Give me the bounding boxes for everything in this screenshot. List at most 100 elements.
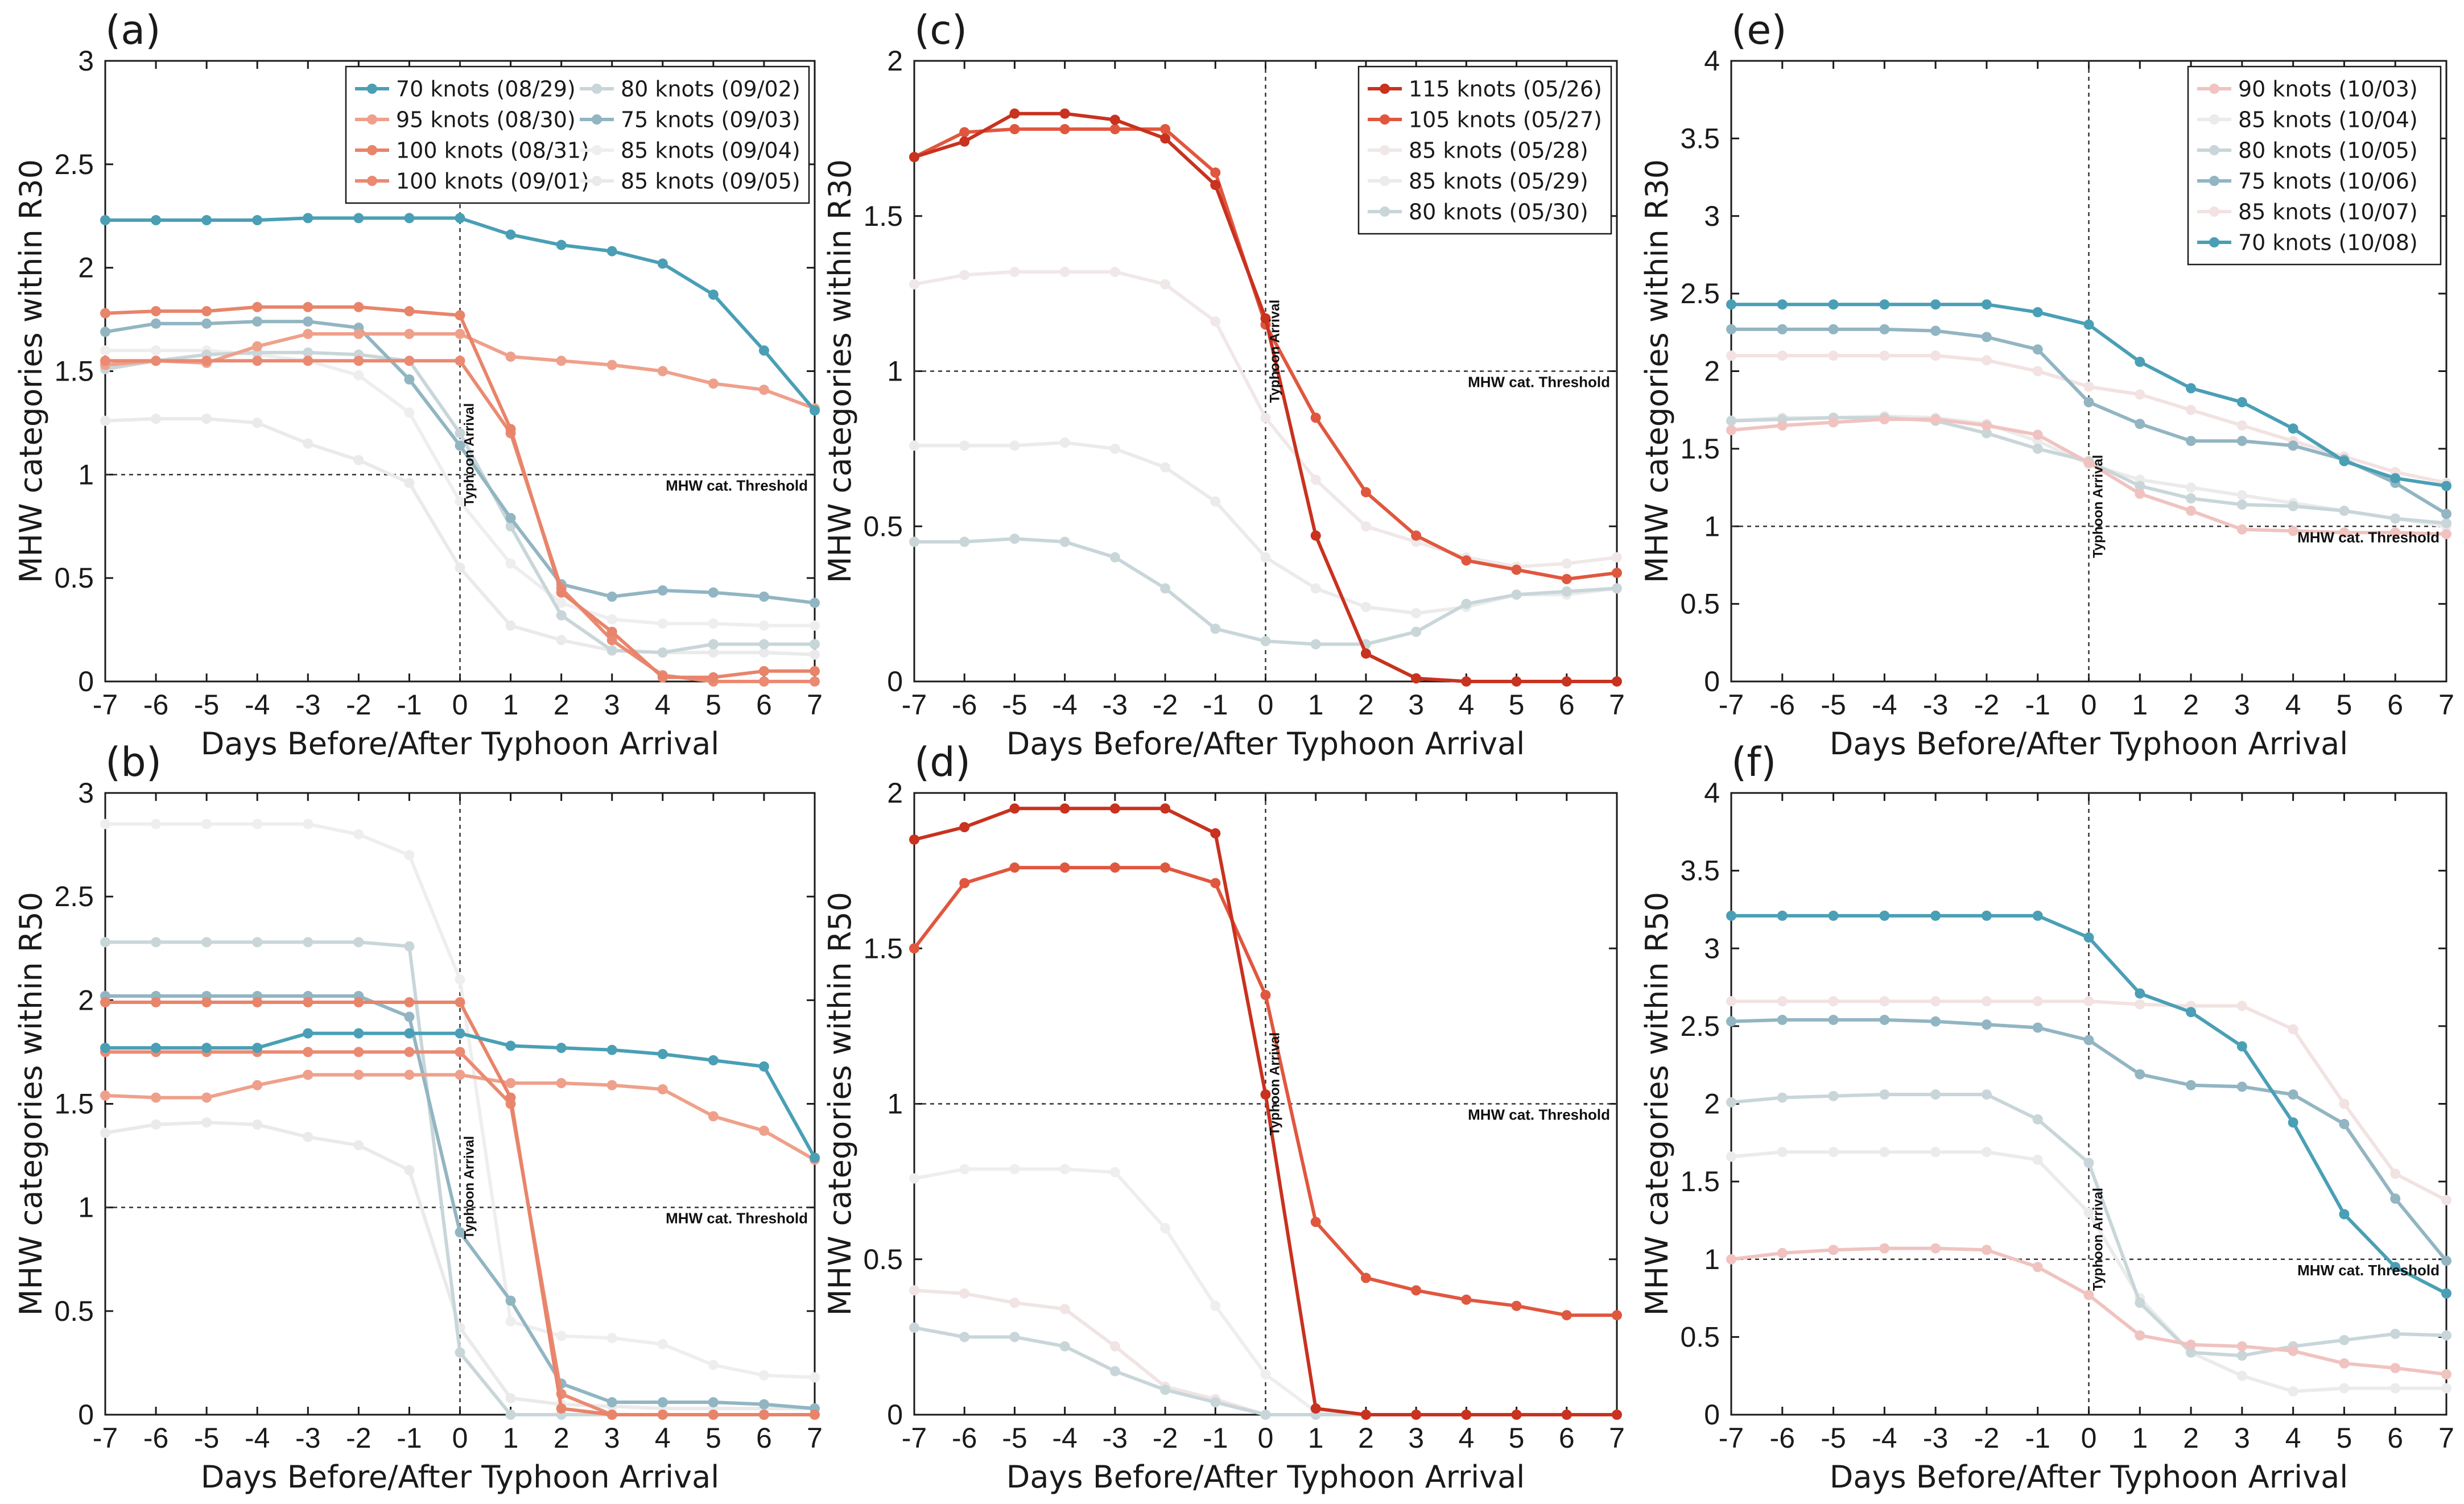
data-point [353,370,364,381]
threshold-label: MHW cat. Threshold [1468,1106,1610,1123]
y-tick-label: 2.5 [1680,1010,1720,1042]
data-point [1879,1147,1890,1158]
data-point [1461,555,1472,566]
data-point [2339,1119,2350,1130]
data-point [404,997,415,1007]
x-tick-label: 2 [554,1422,569,1454]
data-point [252,356,263,366]
data-point [606,1410,617,1420]
data-point [1981,910,1992,921]
x-tick-label: 0 [2081,1422,2097,1454]
x-tick-label: -1 [1203,689,1228,721]
y-tick-label: 3.5 [1680,855,1720,887]
x-tick-label: -1 [1203,1422,1228,1454]
legend-item: 90 knots (10/03) [2197,77,2418,102]
y-tick-label: 0.5 [1680,588,1720,620]
legend-item: 70 knots (08/29) [355,77,576,102]
x-tick-label: 7 [2438,1422,2454,1454]
data-point [2186,1007,2197,1018]
x-axis-title: Days Before/After Typhoon Arrival [1830,1459,2348,1495]
data-point [758,620,769,631]
data-point [404,1069,415,1080]
data-point [2135,488,2145,499]
y-tick-label: 0 [78,1399,94,1431]
data-point [2186,1340,2197,1350]
data-point [2441,528,2451,539]
panel-label: (e) [1731,7,1787,53]
x-tick-label: 7 [1609,689,1625,721]
data-point [1260,990,1271,1001]
data-point [1411,1285,1422,1296]
data-point [1360,487,1371,498]
threshold-label: MHW cat. Threshold [1468,374,1610,391]
data-point [2441,1330,2451,1341]
x-tick-label: 5 [1509,689,1525,721]
x-tick-label: 5 [705,689,721,721]
data-point [1612,583,1622,594]
x-tick-label: -7 [1719,689,1744,721]
data-point [151,819,162,829]
data-point [2236,490,2247,501]
data-point [708,378,719,389]
data-point [1210,623,1221,634]
y-tick-label: 1.5 [54,356,94,387]
data-point [1461,1410,1472,1420]
data-point [1726,425,1736,436]
x-tick-label: -7 [1719,1422,1744,1454]
data-point [2083,1158,2094,1168]
x-tick-label: 1 [1308,1422,1324,1454]
data-point [959,878,970,889]
x-tick-label: -1 [2025,689,2050,721]
x-tick-label: 0 [452,689,468,721]
data-point [2032,1154,2043,1165]
data-point [708,1055,719,1065]
data-point [2135,988,2145,999]
data-point [708,1360,719,1370]
data-point [1726,910,1736,921]
data-point [1210,180,1221,191]
y-tick-label: 1 [78,458,94,490]
data-point [1160,803,1171,814]
data-point [1726,1016,1736,1027]
data-point [2288,440,2298,451]
data-point [1612,1410,1622,1420]
data-point [1260,412,1271,423]
data-point [1360,1272,1371,1283]
data-point [758,676,769,687]
data-point [909,536,919,547]
data-point [1777,1147,1788,1158]
legend-item: 80 knots (10/05) [2197,138,2418,163]
data-point [1059,862,1070,873]
x-tick-label: 4 [2285,689,2301,721]
legend-swatch-marker [367,145,377,155]
data-point [1059,108,1070,119]
data-point [1879,1014,1890,1025]
x-tick-label: -7 [902,1422,927,1454]
panel-e: -7 -6 -5 -4 -3 -2 -1 0 1 2 3 4 5 6 7 0 0.5 1 1.5 2 2.5 3 3.5 4 D… [1639,7,2454,762]
y-tick-label: 0 [887,666,903,697]
threshold-label: MHW cat. Threshold [666,1210,808,1227]
x-tick-label: -3 [1923,1422,1948,1454]
data-point [1511,564,1522,575]
data-point [100,215,110,226]
data-point [404,941,415,952]
legend-item: 85 knots (10/04) [2197,108,2418,133]
data-point [758,1370,769,1381]
legend-label: 85 knots (09/04) [621,138,800,163]
data-point [959,270,970,280]
data-point [1109,124,1120,135]
data-point [606,626,617,637]
y-axis-title: MHW categories within R50 [822,892,858,1316]
y-tick-label: 2.5 [54,881,94,912]
series-group [1726,910,2451,1397]
data-point [353,1140,364,1151]
x-tick-label: -6 [1770,1422,1795,1454]
data-point [1612,568,1622,579]
data-point [303,937,313,948]
data-point [909,1173,919,1184]
data-point [2135,419,2145,429]
data-point [1059,1164,1070,1175]
data-point [606,614,617,625]
data-point [1726,1254,1736,1265]
data-point [708,639,719,650]
